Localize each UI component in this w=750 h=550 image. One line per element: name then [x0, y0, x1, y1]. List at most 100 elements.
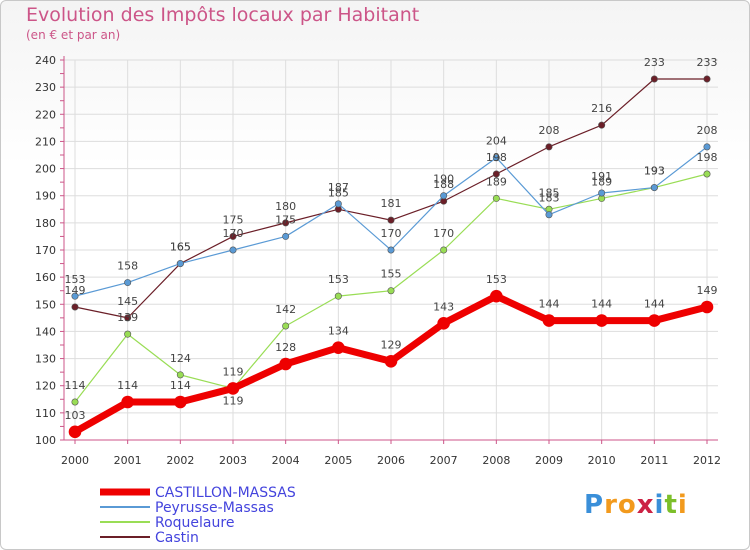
data-point-roquelaure [703, 170, 711, 178]
data-point-peyrusse-massas [229, 246, 237, 254]
data-point-peyrusse-massas [598, 189, 606, 197]
logo-letter: r [604, 490, 618, 520]
data-point-castin [71, 303, 79, 311]
x-tick-label: 2003 [219, 454, 247, 467]
data-label-roquelaure: 124 [170, 352, 191, 365]
data-label-roquelaure: 155 [381, 268, 402, 281]
data-point-roquelaure [334, 292, 342, 300]
data-label-castin: 233 [697, 56, 718, 69]
data-label-castin: 145 [117, 295, 138, 308]
data-point-castin [282, 219, 290, 227]
data-label-peyrusse-massas: 193 [644, 165, 665, 178]
data-point-roquelaure [124, 330, 132, 338]
data-point-castillon-massas [700, 300, 714, 314]
y-tick-label: 190 [35, 190, 56, 203]
data-point-castillon-massas [121, 395, 134, 409]
y-tick-label: 240 [35, 54, 56, 67]
x-tick-label: 2004 [272, 454, 300, 467]
x-tick-label: 2012 [693, 454, 721, 467]
data-point-peyrusse-massas [176, 260, 184, 268]
data-point-peyrusse-massas [282, 232, 290, 240]
data-label-peyrusse-massas: 165 [170, 241, 191, 254]
data-label-castillon-massas: 134 [328, 325, 349, 338]
data-label-castillon-massas: 153 [486, 273, 507, 286]
data-point-castin [703, 75, 711, 83]
data-point-castillon-massas [68, 425, 82, 439]
data-point-peyrusse-massas [124, 279, 132, 287]
data-label-castillon-massas: 144 [539, 298, 560, 311]
data-point-roquelaure [282, 322, 290, 330]
proxiti-logo: Proxiti [584, 490, 688, 520]
data-point-castin [545, 143, 553, 151]
y-tick-label: 210 [35, 135, 56, 148]
data-label-castin: 175 [223, 213, 244, 226]
data-point-peyrusse-massas [650, 184, 658, 192]
data-point-castillon-massas [542, 314, 556, 327]
data-label-roquelaure: 189 [591, 175, 612, 188]
data-label-castillon-massas: 114 [117, 379, 138, 392]
data-point-castin [492, 170, 500, 178]
logo-letter: t [664, 490, 678, 520]
legend-label-peyrusse-massas: Peyrusse-Massas [155, 500, 274, 516]
data-label-roquelaure: 139 [117, 311, 138, 324]
y-tick-label: 200 [35, 163, 56, 176]
data-label-castillon-massas: 119 [223, 365, 244, 378]
x-tick-label: 2006 [377, 454, 405, 467]
y-tick-label: 170 [35, 244, 56, 257]
data-label-castin: 185 [328, 186, 349, 199]
data-label-roquelaure: 189 [486, 175, 507, 188]
y-tick-label: 100 [35, 434, 56, 447]
data-label-peyrusse-massas: 158 [117, 260, 138, 273]
data-label-roquelaure: 119 [223, 394, 244, 407]
data-label-roquelaure: 142 [275, 303, 296, 316]
x-tick-label: 2000 [61, 454, 89, 467]
data-point-peyrusse-massas [545, 211, 553, 219]
x-tick-label: 2002 [166, 454, 194, 467]
data-label-castin: 216 [591, 102, 612, 115]
y-tick-label: 110 [35, 407, 56, 420]
data-label-castin: 149 [65, 284, 86, 297]
legend-label-roquelaure: Roquelaure [155, 515, 234, 531]
data-label-roquelaure: 170 [433, 227, 454, 240]
x-tick-label: 2007 [430, 454, 458, 467]
logo-letter: o [617, 490, 637, 520]
data-label-castillon-massas: 128 [275, 341, 296, 354]
data-label-castillon-massas: 143 [433, 300, 454, 313]
data-label-roquelaure: 193 [644, 165, 665, 178]
data-label-peyrusse-massas: 175 [275, 213, 296, 226]
data-label-peyrusse-massas: 191 [591, 170, 612, 183]
data-point-roquelaure [71, 398, 79, 406]
data-label-castin: 198 [486, 151, 507, 164]
legend-label-castin: Castin [155, 530, 199, 546]
data-label-castin: 233 [644, 56, 665, 69]
data-label-peyrusse-massas: 208 [697, 124, 718, 137]
y-tick-label: 160 [35, 271, 56, 284]
logo-letter: i [677, 490, 688, 520]
data-label-peyrusse-massas: 170 [381, 227, 402, 240]
data-label-peyrusse-massas: 170 [223, 227, 244, 240]
logo-letter: x [636, 490, 655, 520]
data-point-peyrusse-massas [334, 200, 342, 208]
y-tick-label: 220 [35, 108, 56, 121]
data-point-castin [598, 121, 606, 129]
y-tick-label: 180 [35, 217, 56, 230]
data-label-castin: 181 [381, 197, 402, 210]
data-point-castillon-massas [384, 354, 398, 368]
data-point-peyrusse-massas [440, 192, 448, 200]
logo-letter: P [584, 490, 605, 520]
x-tick-label: 2001 [114, 454, 142, 467]
data-point-castillon-massas [174, 395, 187, 409]
logo-letter: i [654, 490, 665, 520]
data-point-castillon-massas [279, 357, 292, 371]
data-point-castin [387, 216, 395, 224]
data-point-roquelaure [492, 194, 500, 202]
x-tick-label: 2008 [482, 454, 510, 467]
data-point-peyrusse-massas [387, 246, 395, 254]
data-label-peyrusse-massas: 190 [433, 173, 454, 186]
data-label-roquelaure: 185 [539, 186, 560, 199]
data-point-castillon-massas [595, 314, 608, 327]
data-label-castillon-massas: 144 [591, 298, 612, 311]
data-label-castin: 165 [170, 241, 191, 254]
